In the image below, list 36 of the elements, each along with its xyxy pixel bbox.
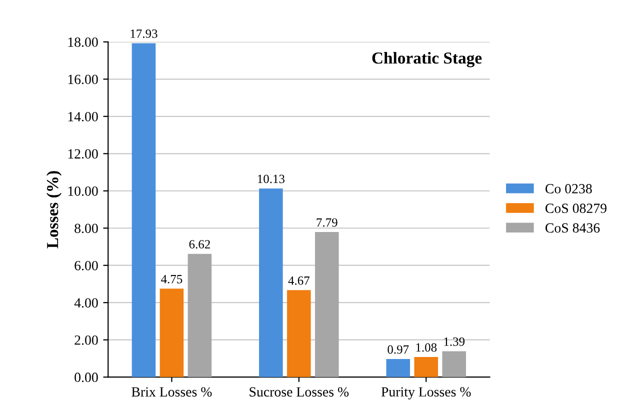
y-tick-label: 18.00 xyxy=(68,37,98,47)
y-tick-label: 6.00 xyxy=(74,260,98,270)
bar xyxy=(188,254,212,378)
y-tick-label: 0.00 xyxy=(74,372,98,382)
text: Chloratic Stage xyxy=(372,52,482,68)
data-label: 7.79 xyxy=(316,218,338,227)
y-tick-label: 4.00 xyxy=(74,298,98,308)
bar xyxy=(160,288,184,378)
y-axis-title: Losses (%) xyxy=(46,171,62,248)
data-label: 10.13 xyxy=(258,174,285,184)
data-label: 4.75 xyxy=(161,274,182,284)
data-label: 17.93 xyxy=(130,29,158,38)
y-tick-label: 8.00 xyxy=(74,224,98,234)
legend-label: CoS 8436 xyxy=(545,223,600,233)
x-tick-label: Purity Losses % xyxy=(381,387,471,400)
data-label: 4.67 xyxy=(288,276,310,285)
x-tick-label: Sucrose Losses % xyxy=(250,387,349,397)
y-tick-label: 12.00 xyxy=(68,149,98,159)
y-tick-label: 14.00 xyxy=(68,112,98,122)
data-label: 1.39 xyxy=(444,338,465,346)
data-label: 1.08 xyxy=(416,343,437,352)
data-label: 0.97 xyxy=(388,345,409,354)
bar xyxy=(414,356,438,378)
legend-label: Co 0238 xyxy=(545,184,592,194)
y-tick-label: 10.00 xyxy=(68,186,98,196)
bar xyxy=(259,188,283,378)
bar xyxy=(442,351,466,378)
data-label: 6.62 xyxy=(189,240,210,249)
bar xyxy=(287,290,311,378)
y-tick-label: 2.00 xyxy=(74,335,98,345)
legend-label: CoS 08279 xyxy=(545,204,606,214)
bar xyxy=(132,43,156,378)
y-tick-label: 16.00 xyxy=(68,74,98,84)
x-tick-label: Brix Losses % xyxy=(132,387,212,397)
bar xyxy=(315,232,339,378)
bar xyxy=(386,359,410,378)
